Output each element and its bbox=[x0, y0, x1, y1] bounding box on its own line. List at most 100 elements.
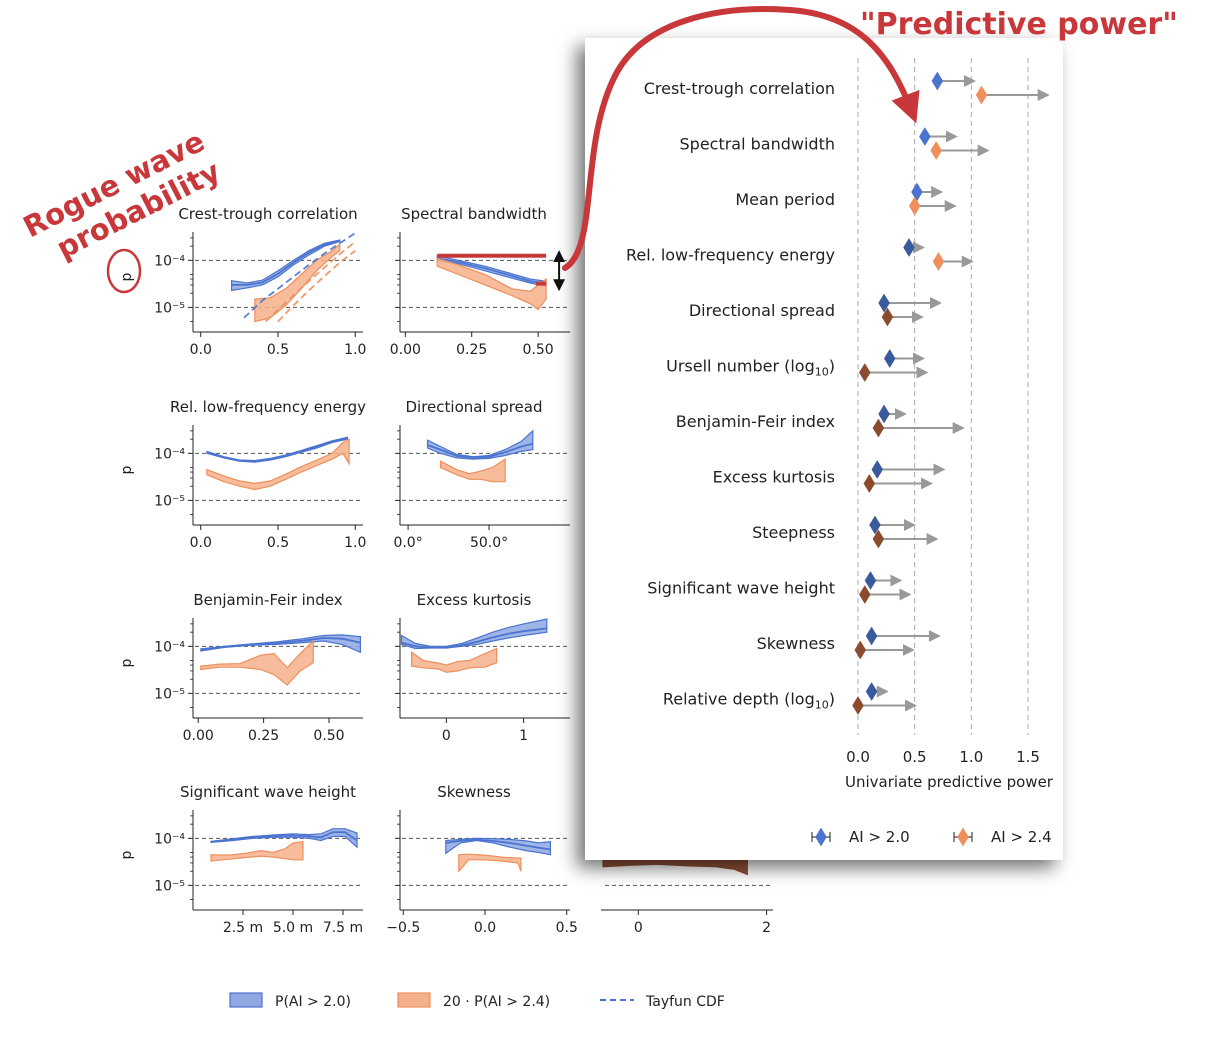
band-mean-blue bbox=[401, 627, 547, 649]
pp-feature-label: Spectral bandwidth bbox=[680, 135, 836, 154]
pp-marker-ai24 bbox=[859, 363, 871, 382]
predictive-power-chart: 0.0 0.5 1.0 1.5 Univariate predictive power C… bbox=[626, 58, 1054, 847]
band-orange bbox=[254, 242, 341, 323]
pp-marker-ai20 bbox=[869, 515, 881, 535]
pp-x-tick-label: 0.5 bbox=[903, 748, 927, 766]
y-axis-label: p bbox=[119, 850, 135, 859]
pp-feature-row: Steepness bbox=[752, 515, 939, 549]
pp-marker-ai24 bbox=[930, 141, 942, 160]
subplot-0: 0.0 0.5 1.0 10⁻⁴ 10⁻⁵ p Crest-trough correlati… bbox=[119, 205, 366, 358]
pp-marker-ai20 bbox=[871, 460, 884, 479]
band-orange bbox=[411, 647, 498, 673]
pp-feature-row: Mean period bbox=[735, 182, 957, 216]
pp-marker-ai20 bbox=[883, 349, 896, 368]
pp-feature-label: Benjamin-Feir index bbox=[676, 412, 835, 431]
legend-swatch-blue bbox=[229, 992, 263, 1008]
pp-feature-label: Relative depth (log10) bbox=[663, 690, 835, 712]
x-tick-label: 0.0° bbox=[393, 535, 422, 551]
x-tick-label: 0.25 bbox=[248, 728, 279, 744]
x-tick-label: 0 bbox=[442, 728, 451, 744]
band-mean-blue bbox=[437, 257, 547, 285]
x-tick-label: 2 bbox=[762, 920, 771, 936]
pp-feature-label: Directional spread bbox=[689, 301, 835, 320]
y-tick-label: 10⁻⁴ bbox=[154, 639, 185, 655]
band-mean-blue bbox=[210, 831, 358, 843]
subplot-title: Crest-trough correlation bbox=[178, 205, 357, 223]
subplot-title: Directional spread bbox=[405, 398, 542, 416]
y-axis-label: p bbox=[119, 272, 135, 281]
x-tick-label: 0.0 bbox=[190, 535, 212, 551]
pp-feature-label: Ursell number (log10) bbox=[666, 357, 835, 379]
pp-marker-ai20 bbox=[878, 293, 890, 313]
pp-legend-marker bbox=[815, 827, 827, 847]
pp-label-subscript: 10 bbox=[815, 699, 829, 712]
legend-swatch-orange bbox=[397, 992, 431, 1008]
pp-x-tick-label: 1.0 bbox=[959, 748, 983, 766]
pp-marker-ai24 bbox=[932, 252, 945, 271]
pp-legend: AI > 2.0 AI > 2.4 bbox=[811, 827, 1052, 847]
rogue-wave-annotation: Rogue wave probability bbox=[18, 124, 226, 266]
x-tick-label: 0.5 bbox=[267, 535, 289, 551]
subplot-title: Rel. low-frequency energy bbox=[170, 398, 366, 416]
pp-feature-label: Steepness bbox=[752, 523, 835, 542]
y-axis-label: p bbox=[119, 658, 135, 667]
pp-marker-ai24 bbox=[859, 585, 871, 604]
x-tick-label: −0.5 bbox=[386, 920, 420, 936]
pp-legend-marker bbox=[957, 827, 969, 847]
band-mean-blue bbox=[427, 442, 534, 459]
band-blue bbox=[426, 429, 534, 460]
band-orange bbox=[200, 639, 314, 686]
pp-marker-ai20 bbox=[903, 238, 915, 257]
pp-x-tick-label: 1.5 bbox=[1016, 748, 1040, 766]
pp-label-end: ) bbox=[829, 357, 835, 376]
pp-feature-label: Rel. low-frequency energy bbox=[626, 246, 835, 265]
pp-legend-label: AI > 2.4 bbox=[991, 828, 1052, 846]
y-tick-label: 10⁻⁴ bbox=[154, 446, 185, 462]
x-tick-label: 1.0 bbox=[344, 535, 366, 551]
tayfun-cdf-1 bbox=[277, 249, 356, 323]
legend-label-blue: P(AI > 2.0) bbox=[275, 994, 351, 1010]
pp-feature-row: Relative depth (log10) bbox=[663, 682, 918, 715]
pp-feature-label: Significant wave height bbox=[647, 579, 835, 598]
subplot-3: 0.0° 50.0° Directional spread bbox=[393, 398, 570, 551]
x-tick-label: 0.00 bbox=[183, 728, 214, 744]
x-tick-label: 2.5 m bbox=[223, 920, 263, 936]
y-axis-label: p bbox=[119, 465, 135, 474]
legend-label-tayfun: Tayfun CDF bbox=[645, 994, 725, 1010]
pp-marker-ai24 bbox=[854, 640, 867, 660]
pp-marker-ai20 bbox=[931, 71, 944, 91]
red-callout-arrow bbox=[562, 6, 920, 271]
subplot-7: −0.5 0.0 0.5 Skewness bbox=[386, 783, 578, 936]
subplot-1: 0.00 0.25 0.50 Spectral bandwidth bbox=[390, 205, 570, 358]
band-blue bbox=[445, 837, 551, 856]
panel-card bbox=[585, 38, 1063, 860]
y-tick-label: 10⁻⁵ bbox=[154, 878, 185, 894]
band-orange bbox=[436, 257, 547, 311]
pp-marker-ai24 bbox=[872, 529, 885, 549]
pp-feature-row: Benjamin-Feir index bbox=[676, 404, 965, 438]
x-tick-label: 1.0 bbox=[344, 342, 366, 358]
subplot-5: 0 1 Excess kurtosis bbox=[395, 591, 570, 744]
subplot-title: Significant wave height bbox=[180, 783, 356, 801]
predictive-power-annotation: "Predictive power" bbox=[860, 7, 1178, 42]
band-orange bbox=[206, 438, 350, 491]
x-tick-label: 1 bbox=[519, 728, 528, 744]
y-tick-label: 10⁻⁵ bbox=[154, 300, 185, 316]
tayfun-cdf-0 bbox=[243, 232, 356, 319]
predictive-power-panel: 0.0 0.5 1.0 1.5 Univariate predictive power C… bbox=[585, 38, 1063, 860]
tayfun-cdf-2 bbox=[264, 240, 356, 323]
x-tick-label: 0 bbox=[634, 920, 643, 936]
y-tick-label: 10⁻⁵ bbox=[154, 686, 185, 702]
band-orange bbox=[458, 853, 522, 873]
x-tick-label: 0.25 bbox=[456, 342, 487, 358]
legend: P(AI > 2.0) 20 · P(AI > 2.4) Tayfun CDF bbox=[229, 992, 725, 1010]
subplot-2: 0.0 0.5 1.0 10⁻⁴ 10⁻⁵ p Rel. low-frequency ene… bbox=[119, 398, 366, 551]
pp-marker-ai20 bbox=[878, 404, 890, 424]
x-tick-label: 0.5 bbox=[267, 342, 289, 358]
subplot-6: 2.5 m 5.0 m 7.5 m 10⁻⁴ 10⁻⁵ p Significant wave… bbox=[119, 783, 363, 936]
p-circle-annotation bbox=[106, 248, 142, 294]
pp-feature-row: Spectral bandwidth bbox=[680, 127, 990, 160]
subplot-title: Excess kurtosis bbox=[417, 591, 532, 609]
pp-marker-ai24 bbox=[863, 474, 876, 493]
pp-x-tick-label: 0.0 bbox=[846, 748, 870, 766]
